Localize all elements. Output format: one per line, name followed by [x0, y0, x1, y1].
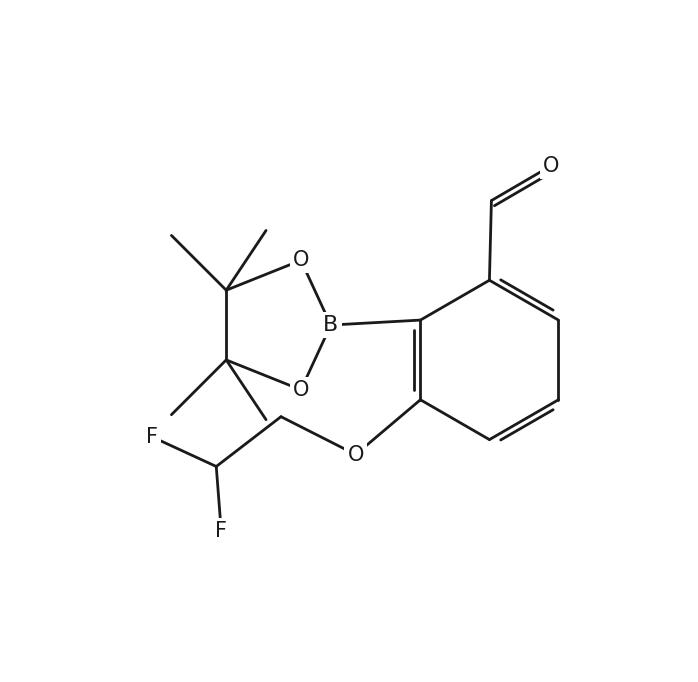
Text: O: O [292, 250, 309, 270]
Text: O: O [292, 380, 309, 400]
Text: F: F [145, 427, 158, 447]
Text: O: O [543, 155, 559, 176]
Text: F: F [215, 521, 228, 542]
Text: B: B [323, 315, 339, 335]
Text: O: O [348, 445, 364, 464]
